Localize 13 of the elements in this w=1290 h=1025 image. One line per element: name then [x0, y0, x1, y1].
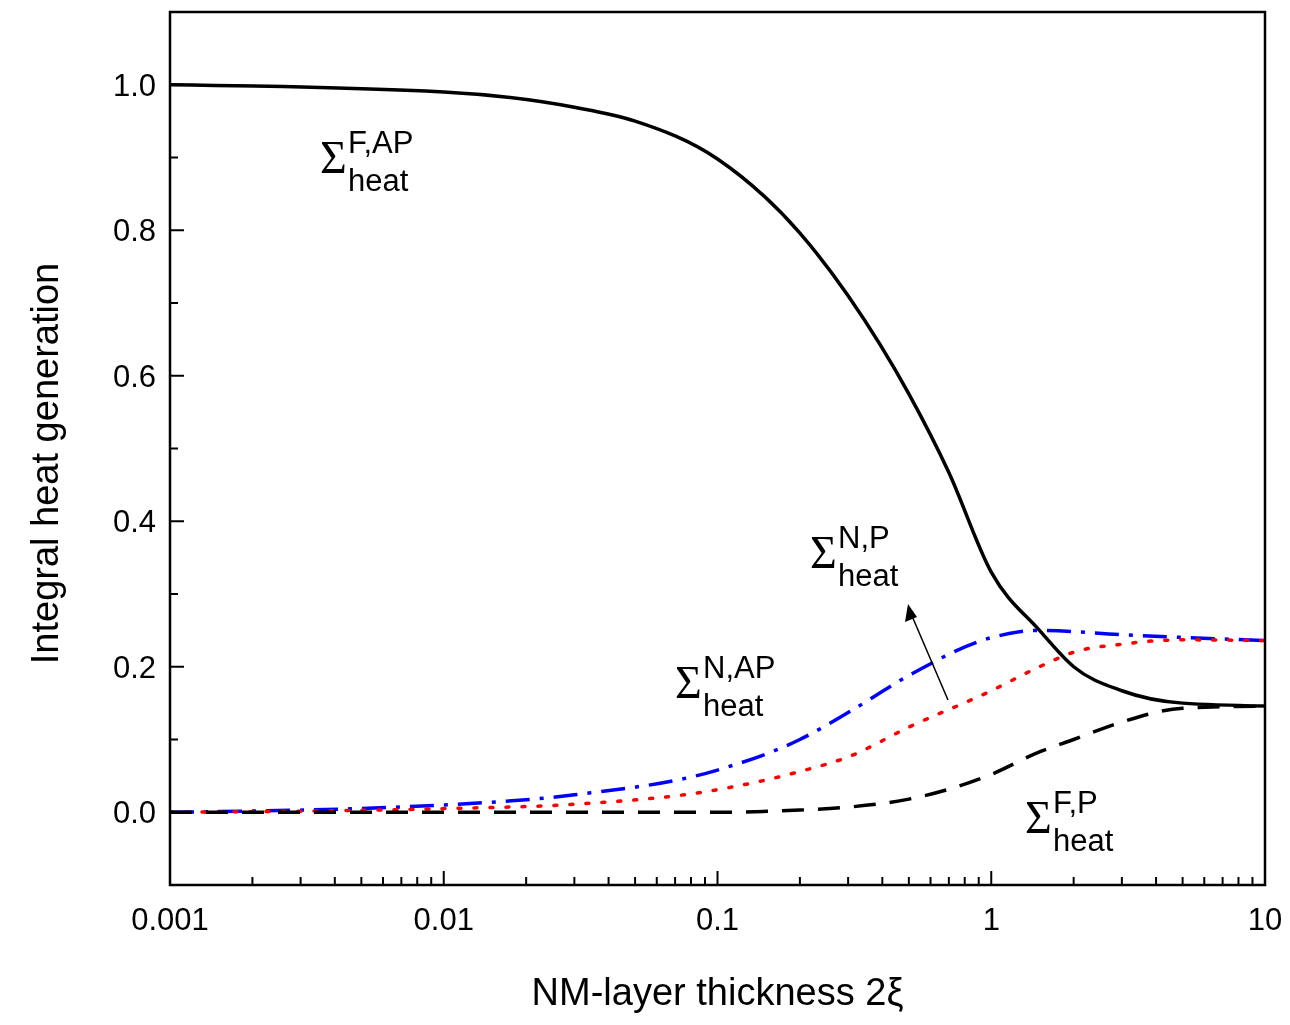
x-axis-title: NM-layer thickness 2ξ: [531, 971, 904, 1013]
x-tick-label: 0.1: [695, 902, 740, 937]
y-tick-label: 0.0: [112, 795, 156, 831]
x-tick-label: 1: [982, 902, 1000, 937]
y-tick-label: 0.2: [112, 649, 156, 685]
y-tick-label: 0.8: [112, 213, 156, 249]
y-axis-title: Integral heat generation: [24, 262, 66, 665]
x-tick-label: 10: [1247, 902, 1283, 937]
x-tick-label: 0.01: [413, 902, 474, 937]
y-tick-label: 0.4: [112, 504, 156, 540]
x-tick-label: 0.001: [131, 902, 209, 937]
y-tick-label: 0.6: [112, 358, 156, 394]
y-tick-label: 1.0: [112, 67, 156, 103]
